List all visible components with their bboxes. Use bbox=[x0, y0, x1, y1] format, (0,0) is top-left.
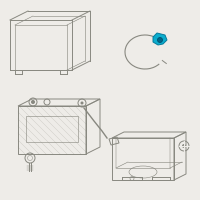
Polygon shape bbox=[153, 33, 167, 45]
Circle shape bbox=[158, 38, 162, 43]
Circle shape bbox=[80, 102, 84, 104]
Circle shape bbox=[31, 100, 35, 104]
Circle shape bbox=[182, 144, 186, 148]
